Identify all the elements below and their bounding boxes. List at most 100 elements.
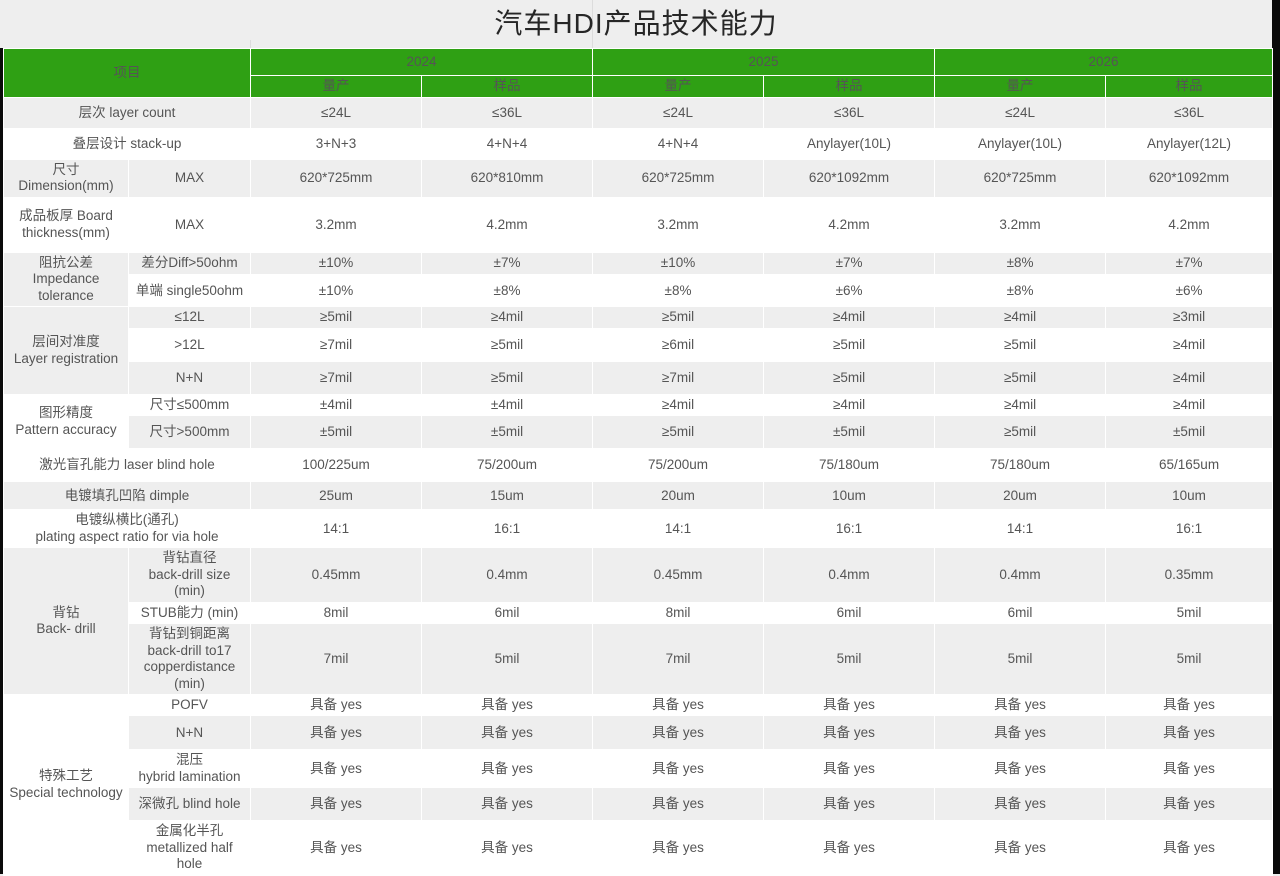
cell-2025-mass: 3.2mm [592,196,765,253]
table-row: 图形精度 Pattern accuracy 尺寸≤500mm ±4mil ±4m… [3,393,1274,450]
cell-2024-sample: 具备 yes [420,693,594,717]
cell-2026-sample: 620*1092mm [1105,159,1274,198]
cell-2025-mass: 20um [592,481,765,511]
cell-2024-sample: 具备 yes [420,749,594,789]
header-year-2026: 2026 [934,48,1274,76]
table-row: 特殊工艺 Special technology POFV 具备 yes 具备 y… [3,693,1274,876]
cell-2025-sample: 具备 yes [763,820,936,876]
cell-2025-sample: 4.2mm [763,196,936,253]
cell-2026-mass: ≥5mil [934,360,1107,395]
group-label-line2: Impedance tolerance [32,271,100,303]
cell-2024-mass: ±10% [250,274,422,308]
cell-2025-sample: ±5mil [763,415,936,450]
cell-2026-mass: ±8% [934,251,1107,276]
cell-2025-mass: 具备 yes [592,749,765,789]
table-row: 深微孔 blind hole 具备 yes 具备 yes 具备 yes 具备 y… [4,787,1274,822]
cell-2025-sample: 具备 yes [763,787,936,822]
cell-2026-sample: 4.2mm [1105,196,1274,253]
cell-2026-sample: 具备 yes [1105,787,1274,822]
row-sublabel-line2: hybrid lamination [138,768,241,784]
cell-2026-mass: 75/180um [934,448,1107,483]
row-sublabel: N+N [128,715,251,751]
cell-2024-sample: ±8% [420,274,594,308]
cell-2026-mass: ≥5mil [934,327,1107,362]
row-label: 叠层设计 stack-up [3,128,251,160]
cell-2024-mass: ≥7mil [250,327,422,362]
cell-2024-sample: ≥5mil [420,360,594,395]
row-sublabel-line2: metallized half hole [146,839,233,872]
cell-2025-mass: ≥5mil [592,306,765,329]
table-row: STUB能力 (min) 8mil 6mil 8mil 6mil 6mil 5m… [4,601,1274,625]
row-label: 成品板厚 Board thickness(mm) [3,196,129,253]
cell-2026-sample: 具备 yes [1105,693,1274,717]
header-sub-2025-mass: 量产 [592,75,765,98]
cell-2024-mass: 100/225um [250,448,422,483]
cell-2026-mass: 0.4mm [934,547,1107,603]
cell-2026-mass: Anylayer(10L) [934,128,1107,160]
group-label-pattern-accuracy: 图形精度 Pattern accuracy [3,393,129,450]
cell-2025-mass: ±8% [592,274,765,308]
cell-2025-mass: 具备 yes [592,715,765,751]
cell-2025-sample: ±7% [763,251,936,276]
table-row: 激光盲孔能力 laser blind hole 100/225um 75/200… [3,448,1274,483]
page-right-edge [1272,0,1280,874]
cell-2025-sample: ≥4mil [763,393,936,417]
cell-2026-sample: ±5mil [1105,415,1274,450]
row-label: 电镀纵横比(通孔) plating aspect ratio for via h… [3,509,251,549]
title-divider-vertical [592,0,593,48]
table-row: 层次 layer count ≤24L ≤36L ≤24L ≤36L ≤24L … [3,97,1274,129]
cell-2024-sample: ±7% [420,251,594,276]
cell-2026-mass: 具备 yes [934,820,1107,876]
row-label-line2: thickness(mm) [22,224,110,240]
cell-2025-mass: ≥7mil [592,360,765,395]
cell-2024-mass: 具备 yes [250,693,422,717]
row-sublabel: 金属化半孔 metallized half hole [128,820,251,876]
cell-2026-mass: 具备 yes [934,693,1107,717]
group-label-line1: 特殊工艺 [39,768,93,784]
cell-2025-sample: ≤36L [763,97,936,129]
cell-2024-sample: 16:1 [420,509,594,549]
group-label-layer-registration: 层间对准度 Layer registration [3,306,129,395]
row-sublabel: 差分Diff>50ohm [128,251,251,276]
group-label-line1: 图形精度 [39,405,93,421]
cell-2024-sample: 具备 yes [420,787,594,822]
header-sub-2024-mass: 量产 [250,75,422,98]
row-sublabel-line1: 背钻到铜距离 [149,626,230,642]
cell-2025-mass: ≤24L [592,97,765,129]
cell-2026-sample: Anylayer(12L) [1105,128,1274,160]
cell-2026-sample: ±6% [1105,274,1274,308]
cell-2026-mass: ≤24L [934,97,1107,129]
cell-2025-mass: ≥4mil [592,393,765,417]
cell-2025-sample: ≥4mil [763,306,936,329]
row-label-line1: 电镀纵横比(通孔) [75,512,179,528]
cell-2025-mass: 7mil [592,623,765,695]
cell-2026-mass: ≥4mil [934,306,1107,329]
group-label-special-technology: 特殊工艺 Special technology [3,693,129,876]
table-row: 电镀纵横比(通孔) plating aspect ratio for via h… [3,509,1274,549]
row-sublabel-line3: copperdistance (min) [143,659,236,691]
header-sub-2025-sample: 样品 [763,75,936,98]
cell-2026-mass: 具备 yes [934,749,1107,789]
cell-2025-mass: ≥5mil [592,415,765,450]
cell-2025-sample: 0.4mm [763,547,936,603]
header-sub-2026-sample: 样品 [1105,75,1274,98]
cell-2025-mass: 14:1 [592,509,765,549]
group-label-line2: Back- drill [36,621,96,637]
cell-2025-mass: 4+N+4 [592,128,765,160]
cell-2025-sample: 具备 yes [763,715,936,751]
row-sublabel: >12L [128,327,251,362]
cell-2026-mass: ≥5mil [934,415,1107,450]
row-sublabel-line2: back-drill size (min) [148,566,231,599]
row-sublabel: MAX [128,159,251,198]
cell-2024-mass: 14:1 [250,509,422,549]
cell-2024-sample: 具备 yes [420,715,594,751]
cell-2024-mass: ≥7mil [250,360,422,395]
cell-2024-sample: ≥5mil [420,327,594,362]
cell-2025-mass: 75/200um [592,448,765,483]
cell-2025-sample: ≥5mil [763,327,936,362]
row-sublabel-line2: back-drill to17 [147,642,232,658]
row-sublabel: 混压 hybrid lamination [128,749,251,789]
table-row: 单端 single50ohm ±10% ±8% ±8% ±6% ±8% ±6% [4,274,1274,308]
cell-2024-mass: 3+N+3 [250,128,422,160]
table-row: 金属化半孔 metallized half hole 具备 yes 具备 yes… [4,820,1274,876]
